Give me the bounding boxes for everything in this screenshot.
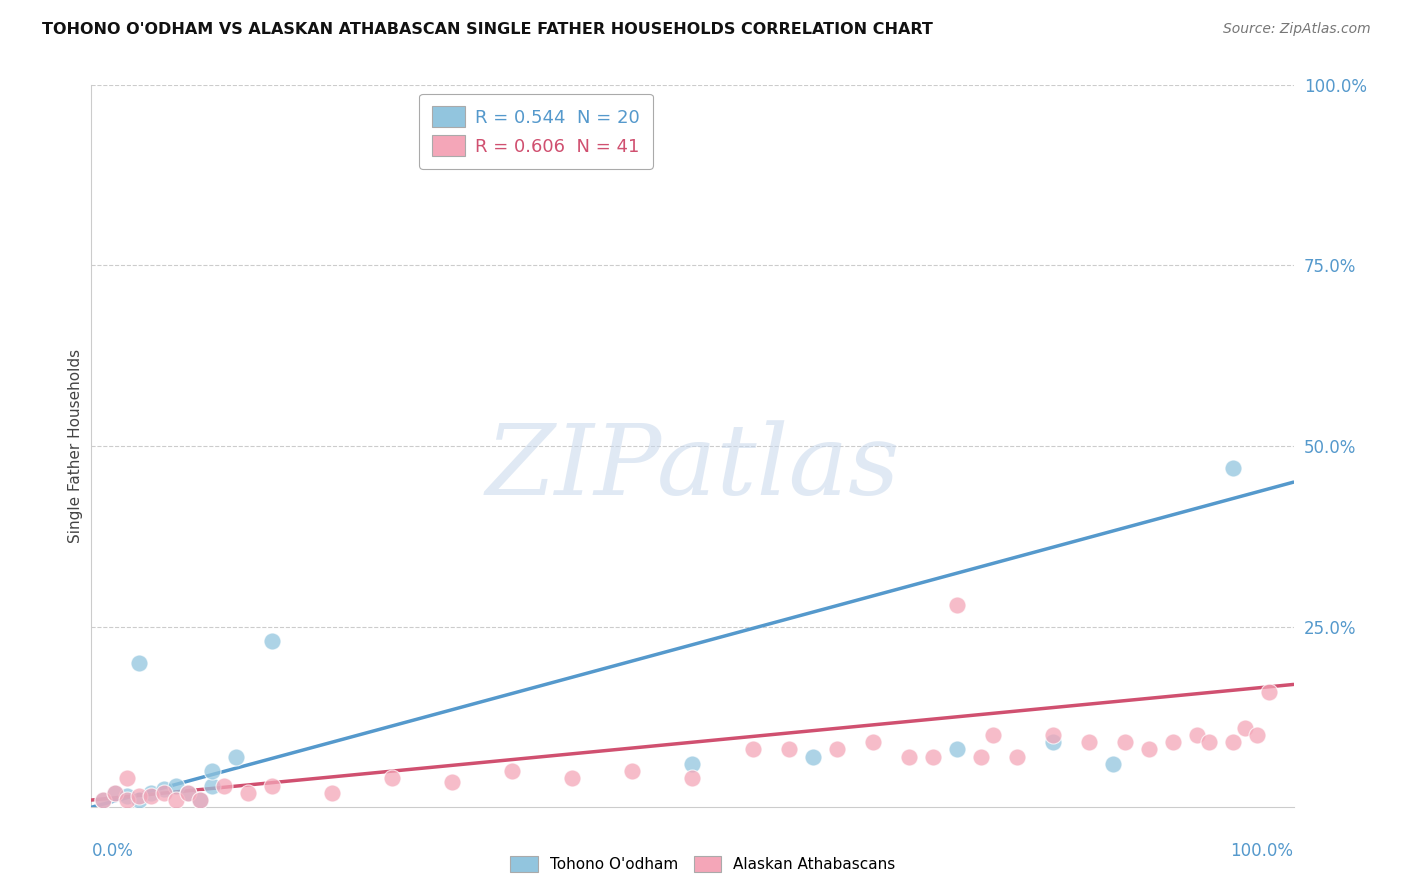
Text: Source: ZipAtlas.com: Source: ZipAtlas.com — [1223, 22, 1371, 37]
Point — [128, 789, 150, 804]
Point — [165, 793, 187, 807]
Legend: Tohono O'odham, Alaskan Athabascans: Tohono O'odham, Alaskan Athabascans — [503, 848, 903, 880]
Point — [188, 793, 211, 807]
Point — [176, 786, 198, 800]
Point — [165, 779, 187, 793]
Point — [104, 786, 127, 800]
Point — [1222, 735, 1244, 749]
Legend: R = 0.544  N = 20, R = 0.606  N = 41: R = 0.544 N = 20, R = 0.606 N = 41 — [419, 94, 652, 169]
Point — [225, 749, 247, 764]
Text: ZIPatlas: ZIPatlas — [485, 420, 900, 516]
Point — [1222, 460, 1244, 475]
Point — [236, 786, 259, 800]
Point — [93, 793, 115, 807]
Point — [1114, 735, 1136, 749]
Point — [801, 749, 824, 764]
Point — [152, 786, 174, 800]
Point — [381, 772, 404, 786]
Point — [260, 634, 283, 648]
Point — [1078, 735, 1101, 749]
Point — [93, 793, 115, 807]
Text: 0.0%: 0.0% — [91, 842, 134, 860]
Point — [862, 735, 884, 749]
Point — [176, 786, 198, 800]
Y-axis label: Single Father Households: Single Father Households — [67, 349, 83, 543]
Point — [946, 742, 969, 756]
Point — [1198, 735, 1220, 749]
Point — [1137, 742, 1160, 756]
Point — [681, 756, 703, 771]
Point — [1187, 728, 1209, 742]
Point — [1005, 749, 1028, 764]
Point — [1042, 728, 1064, 742]
Point — [128, 793, 150, 807]
Point — [1161, 735, 1184, 749]
Point — [681, 772, 703, 786]
Point — [1102, 756, 1125, 771]
Point — [201, 779, 224, 793]
Point — [825, 742, 848, 756]
Point — [141, 786, 163, 800]
Point — [922, 749, 945, 764]
Text: 100.0%: 100.0% — [1230, 842, 1294, 860]
Point — [946, 598, 969, 612]
Point — [778, 742, 800, 756]
Point — [1042, 735, 1064, 749]
Point — [128, 656, 150, 670]
Point — [970, 749, 993, 764]
Point — [201, 764, 224, 778]
Point — [188, 793, 211, 807]
Point — [117, 772, 139, 786]
Point — [117, 789, 139, 804]
Point — [1246, 728, 1268, 742]
Point — [440, 775, 463, 789]
Point — [897, 749, 920, 764]
Text: TOHONO O'ODHAM VS ALASKAN ATHABASCAN SINGLE FATHER HOUSEHOLDS CORRELATION CHART: TOHONO O'ODHAM VS ALASKAN ATHABASCAN SIN… — [42, 22, 934, 37]
Point — [741, 742, 763, 756]
Point — [561, 772, 583, 786]
Point — [260, 779, 283, 793]
Point — [104, 786, 127, 800]
Point — [1258, 684, 1281, 698]
Point — [141, 789, 163, 804]
Point — [321, 786, 343, 800]
Point — [501, 764, 523, 778]
Point — [1234, 721, 1257, 735]
Point — [212, 779, 235, 793]
Point — [152, 782, 174, 797]
Point — [981, 728, 1004, 742]
Point — [621, 764, 644, 778]
Point — [117, 793, 139, 807]
